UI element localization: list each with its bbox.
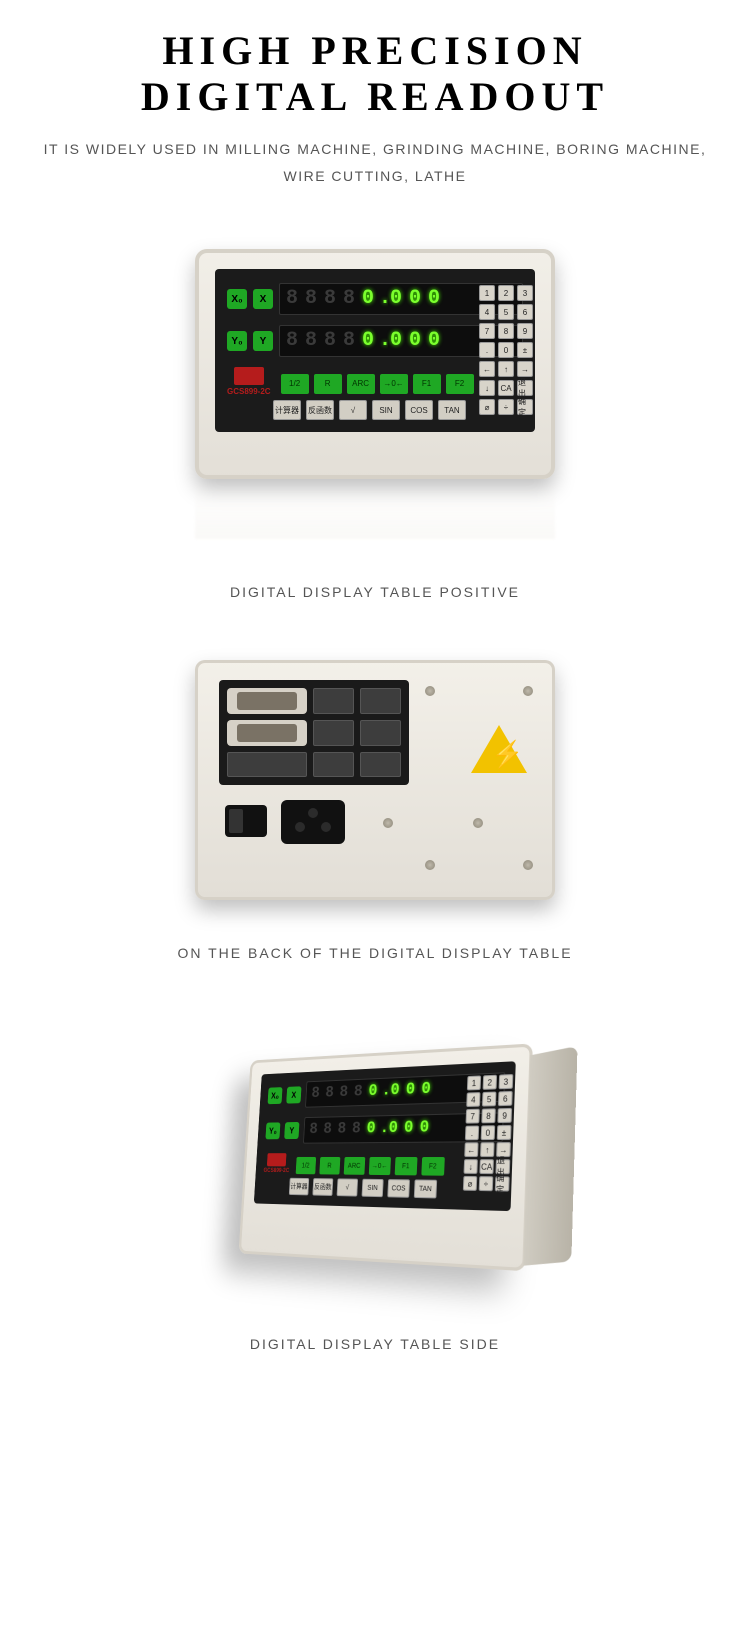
back-caption: ON THE BACK OF THE DIGITAL DISPLAY TABLE [177, 945, 572, 961]
page-title: HIGH PRECISION DIGITAL READOUT [40, 28, 710, 120]
casing-depth [523, 1046, 577, 1266]
screw-icon [523, 686, 533, 696]
power-switch-icon [225, 805, 267, 837]
screw-icon [523, 860, 533, 870]
numeric-keypad: 1 2 3 4 5 6 7 8 9 . 0 ± ← ↑ → ↓ CA 退出 ⌀ … [479, 285, 533, 415]
reflection-decor [195, 479, 555, 539]
title-line-1: HIGH PRECISION [162, 28, 587, 73]
side-view-section: X₀ X 8 8 8 8 0 . 0 0 0 [40, 1021, 710, 1352]
numeric-keypad-side: 1 2 3 4 5 6 7 8 9 . 0 ± ← ↑ → ↓ CA [463, 1074, 513, 1192]
screw-icon [425, 686, 435, 696]
device-side-illustration: X₀ X 8 8 8 8 0 . 0 0 0 [238, 1044, 532, 1272]
axis-x0-button: X₀ [227, 289, 247, 309]
port-plate [219, 680, 409, 785]
iec-power-socket-icon [281, 800, 345, 844]
axis-y0-button: Y₀ [227, 331, 247, 351]
front-view-section: X₀ X 8 8 8 8 0 . 0 0 0 Y₀ [40, 249, 710, 600]
product-infographic: HIGH PRECISION DIGITAL READOUT IT IS WID… [0, 0, 750, 1392]
page-subtitle: IT IS WIDELY USED IN MILLING MACHINE, GR… [40, 136, 710, 189]
axis-y-button: Y [253, 331, 273, 351]
back-view-section: ⚡ ON THE BACK OF THE DIGITAL DISPLAY TAB… [40, 660, 710, 961]
side-caption: DIGITAL DISPLAY TABLE SIDE [250, 1336, 500, 1352]
fn-green-row: 1/2 R ARC →0← F1 F2 [281, 374, 474, 394]
device-back-illustration: ⚡ [195, 660, 555, 900]
device-front-illustration: X₀ X 8 8 8 8 0 . 0 0 0 Y₀ [195, 249, 555, 479]
db9-port-y [227, 720, 307, 746]
brand-logo [234, 367, 264, 385]
db9-port-x [227, 688, 307, 714]
high-voltage-warning-icon: ⚡ [471, 725, 527, 773]
screw-icon [425, 860, 435, 870]
screw-icon [473, 818, 483, 828]
screw-icon [383, 818, 393, 828]
model-number: GCS899-2C [227, 387, 271, 396]
axis-x-button: X [253, 289, 273, 309]
brand-logo [267, 1153, 287, 1166]
front-caption: DIGITAL DISPLAY TABLE POSITIVE [230, 584, 520, 600]
title-line-2: DIGITAL READOUT [141, 74, 609, 119]
